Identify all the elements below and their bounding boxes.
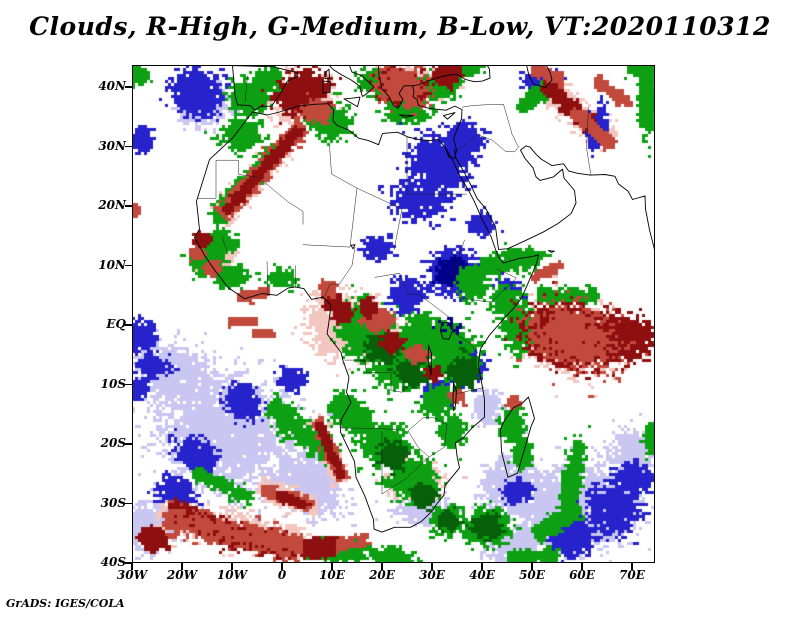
y-axis-tick-mark	[125, 264, 132, 267]
y-axis-tick-label: 40S	[100, 555, 126, 569]
x-axis-tick-label: 20W	[166, 568, 198, 582]
y-axis-tick-label: 40N	[98, 79, 126, 93]
x-axis-tick-label: 40E	[469, 568, 495, 582]
y-axis-tick-label: 20N	[98, 198, 126, 212]
y-axis-tick-mark	[125, 502, 132, 505]
x-axis-tick-mark	[581, 563, 583, 570]
grads-credit: GrADS: IGES/COLA	[6, 597, 125, 610]
x-axis-tick-mark	[231, 563, 233, 570]
y-axis-tick-mark	[125, 443, 132, 445]
x-axis-tick-mark	[131, 563, 133, 570]
x-axis-tick-label: 60E	[569, 568, 595, 582]
x-axis-tick-label: 30W	[116, 568, 148, 582]
x-axis-tick-label: 30E	[419, 568, 445, 582]
x-axis-tick-label: 50E	[519, 568, 545, 582]
x-axis-tick-mark	[181, 563, 183, 570]
y-axis-tick-mark	[125, 383, 132, 386]
x-axis-tick-mark	[481, 563, 483, 570]
y-axis-tick-mark	[125, 324, 132, 326]
x-axis-tick-label: 20E	[369, 568, 395, 582]
x-axis-tick-mark	[631, 563, 633, 570]
y-axis-tick-mark	[125, 205, 132, 207]
x-axis-tick-mark	[331, 563, 333, 570]
y-axis-tick-label: 30S	[100, 495, 126, 510]
y-axis-tick-label: 10N	[98, 257, 126, 272]
y-axis-tick-mark	[125, 145, 132, 148]
x-axis-tick-mark	[281, 563, 283, 570]
x-axis-tick-mark	[381, 563, 383, 570]
x-axis-tick-label: 70E	[619, 568, 645, 582]
y-axis-tick-label: 30N	[98, 138, 126, 153]
x-axis-tick-label: 10W	[216, 568, 248, 582]
x-axis-tick-label: 10E	[319, 568, 345, 582]
y-axis-tick-label: 20S	[100, 436, 126, 450]
chart-title: Clouds, R-High, G-Medium, B-Low, VT:2020…	[29, 12, 771, 41]
y-axis-tick-label: 10S	[100, 376, 126, 391]
y-axis-tick-mark	[125, 86, 132, 88]
cloud-field-canvas	[132, 65, 655, 563]
x-axis-tick-mark	[431, 563, 433, 570]
x-axis-tick-label: 0	[277, 568, 287, 582]
y-axis-tick-label: EQ	[106, 317, 126, 331]
x-axis-tick-mark	[531, 563, 533, 570]
y-axis-tick-mark	[125, 562, 132, 564]
